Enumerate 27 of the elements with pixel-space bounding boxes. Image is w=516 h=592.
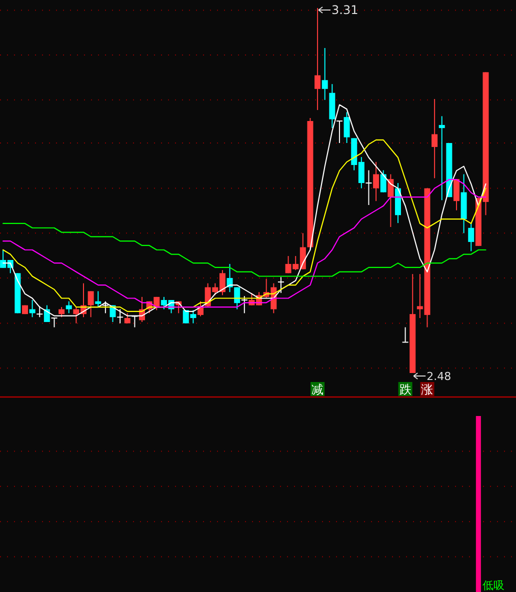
text: 减 (312, 382, 324, 396)
candlestick (373, 161, 380, 202)
candlestick (314, 8, 321, 111)
candlestick (102, 300, 108, 314)
annotation: 2.48 (426, 370, 452, 383)
candlestick (88, 290, 94, 318)
annotation: 低吸 (482, 580, 504, 592)
candlestick (336, 120, 342, 144)
candlestick (58, 306, 65, 318)
candlestick (453, 178, 460, 211)
candlestick (322, 48, 328, 100)
candlestick (241, 296, 248, 314)
candlestick (344, 112, 350, 144)
candlestick (366, 170, 372, 206)
candlestick (402, 326, 408, 343)
candlestick (438, 116, 445, 201)
candlestick (44, 304, 50, 322)
candlestick (95, 290, 102, 308)
text: 跌 (399, 382, 412, 396)
candlestick (29, 300, 36, 318)
candlestick (468, 222, 474, 252)
candlestick (432, 98, 438, 179)
candlestick (278, 276, 284, 294)
candlestick (124, 312, 130, 324)
candlestick (380, 170, 386, 193)
text: 涨 (421, 382, 434, 396)
annotation: 3.31 (332, 3, 358, 17)
